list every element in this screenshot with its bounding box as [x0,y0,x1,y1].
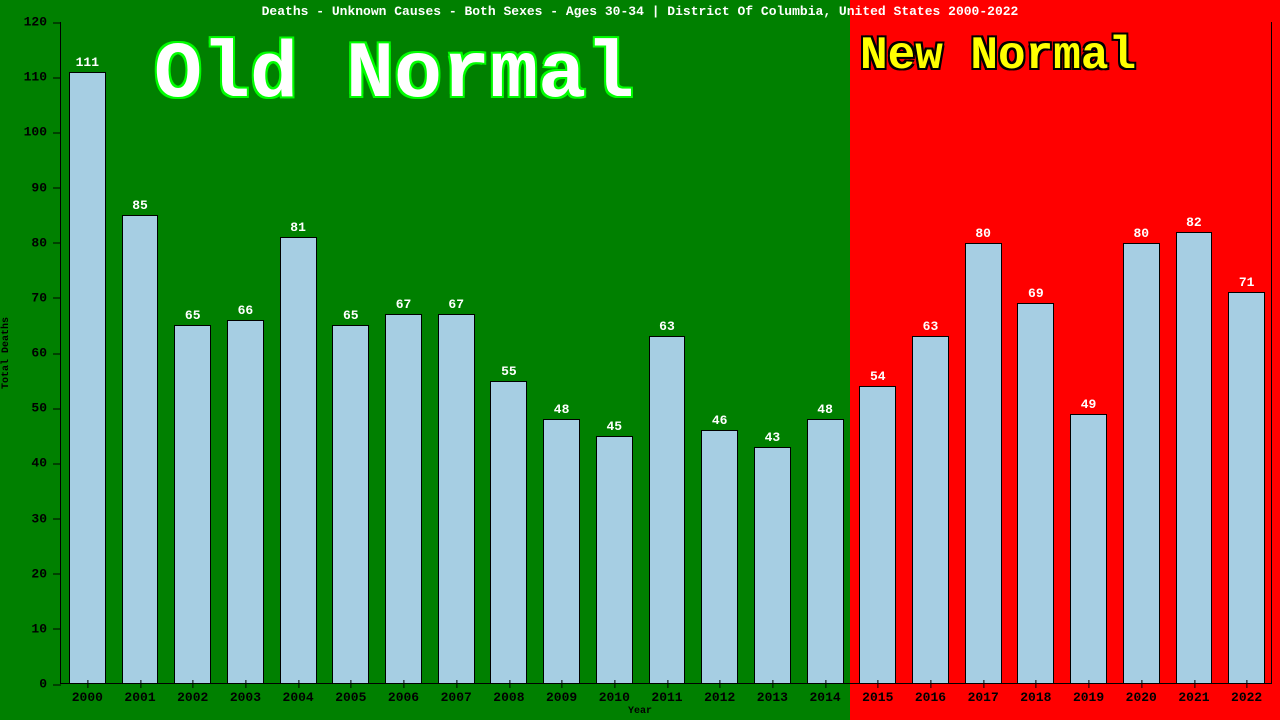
bar: 49 [1070,414,1107,684]
x-tick: 2015 [862,684,893,705]
bar: 55 [490,381,527,684]
x-tick: 2009 [546,684,577,705]
bar-value-label: 80 [1133,226,1149,241]
bar: 69 [1017,303,1054,684]
x-tick: 2022 [1231,684,1262,705]
x-tick: 2011 [651,684,682,705]
bar-value-label: 80 [975,226,991,241]
bar: 67 [438,314,475,684]
bar-value-label: 63 [923,319,939,334]
x-tick: 2017 [968,684,999,705]
bar-value-label: 63 [659,319,675,334]
bar-value-label: 67 [396,297,412,312]
x-tick: 2018 [1020,684,1051,705]
x-tick: 2021 [1178,684,1209,705]
bar-value-label: 54 [870,369,886,384]
bar: 66 [227,320,264,684]
bar-value-label: 65 [185,308,201,323]
y-tick: 30 [31,511,61,526]
y-tick: 0 [39,677,61,692]
bar-value-label: 71 [1239,275,1255,290]
y-tick: 100 [24,125,61,140]
bar: 81 [280,237,317,684]
bar-value-label: 66 [238,303,254,318]
x-tick: 2014 [809,684,840,705]
x-tick: 2010 [599,684,630,705]
y-tick: 10 [31,621,61,636]
y-tick: 90 [31,180,61,195]
bar: 48 [807,419,844,684]
bar-value-label: 43 [765,430,781,445]
x-tick: 2002 [177,684,208,705]
x-tick: 2016 [915,684,946,705]
bar: 85 [122,215,159,684]
bar-value-label: 85 [132,198,148,213]
y-tick: 80 [31,235,61,250]
bar-value-label: 45 [606,419,622,434]
bar-value-label: 55 [501,364,517,379]
y-tick: 110 [24,70,61,85]
bar: 65 [332,325,369,684]
x-tick: 2004 [283,684,314,705]
bar-value-label: 111 [76,55,99,70]
bar-value-label: 48 [817,402,833,417]
x-tick: 2012 [704,684,735,705]
bar-value-label: 82 [1186,215,1202,230]
bar: 65 [174,325,211,684]
bar-value-label: 46 [712,413,728,428]
bar: 43 [754,447,791,684]
bar-value-label: 49 [1081,397,1097,412]
y-tick: 70 [31,290,61,305]
bar-value-label: 67 [448,297,464,312]
bar: 67 [385,314,422,684]
y-tick: 120 [24,15,61,30]
y-axis-label: Total Deaths [1,317,12,389]
bar: 63 [912,336,949,684]
bar: 54 [859,386,896,684]
x-tick: 2003 [230,684,261,705]
y-tick: 60 [31,346,61,361]
x-tick: 2019 [1073,684,1104,705]
bar-value-label: 69 [1028,286,1044,301]
x-tick: 2005 [335,684,366,705]
bar: 48 [543,419,580,684]
bar: 80 [965,243,1002,684]
bar-value-label: 65 [343,308,359,323]
x-tick: 2007 [441,684,472,705]
y-tick: 20 [31,566,61,581]
x-tick: 2013 [757,684,788,705]
bar: 71 [1228,292,1265,684]
y-tick: 50 [31,401,61,416]
bar: 63 [649,336,686,684]
bar: 45 [596,436,633,684]
bar-value-label: 48 [554,402,570,417]
x-axis-label: Year [0,706,1280,717]
bar: 111 [69,72,106,684]
bar: 80 [1123,243,1160,684]
x-tick: 2020 [1126,684,1157,705]
bar: 82 [1176,232,1213,684]
chart-title: Deaths - Unknown Causes - Both Sexes - A… [0,4,1280,19]
x-tick: 2006 [388,684,419,705]
x-tick: 2000 [72,684,103,705]
overlay-text-0: Old Normal [154,30,634,121]
bar: 46 [701,430,738,684]
y-tick: 40 [31,456,61,471]
bar-value-label: 81 [290,220,306,235]
x-tick: 2001 [124,684,155,705]
chart-plot-area: 0102030405060708090100110120111200085200… [60,22,1272,684]
x-tick: 2008 [493,684,524,705]
overlay-text-1: New Normal [860,30,1136,82]
